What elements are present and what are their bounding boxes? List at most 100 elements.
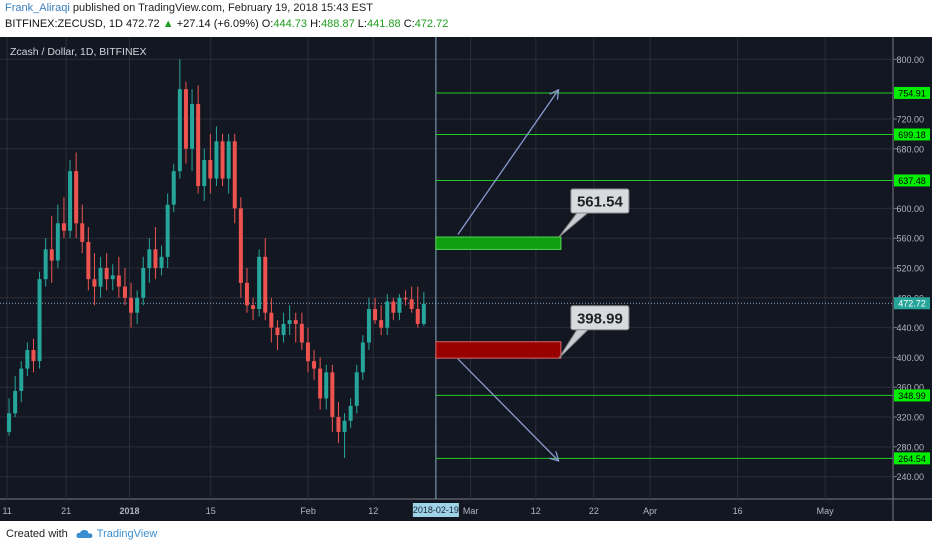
candle-body: [116, 275, 121, 287]
candle-body: [177, 89, 182, 172]
open-value: 444.73: [273, 18, 307, 30]
candle-body: [244, 282, 249, 306]
candle-body: [171, 171, 176, 205]
chart-title: Zcash / Dollar, 1D, BITFINEX: [10, 46, 147, 58]
date-marker-label: 2018-02-19: [413, 505, 459, 515]
candle-body: [214, 141, 219, 179]
candle-body: [86, 241, 91, 280]
level-label-box: [894, 128, 930, 141]
candle-body: [257, 256, 262, 309]
y-tick-label: 400.00: [896, 353, 924, 363]
created-with-text: Created with: [6, 528, 68, 540]
x-tick-label: 2018: [119, 506, 139, 516]
y-tick-label: 440.00: [896, 323, 924, 333]
change-text: +27.14 (+6.09%): [176, 18, 259, 30]
chart-container[interactable]: 800.00720.00680.00600.00560.00520.00480.…: [0, 37, 932, 521]
tradingview-cloud-icon: [76, 529, 93, 539]
y-tick-label: 280.00: [896, 442, 924, 452]
open-label: O:: [261, 18, 274, 30]
candle-body: [415, 308, 420, 324]
candle-body: [98, 268, 103, 287]
last-price: 472.72: [126, 18, 160, 30]
y-tick-label: 720.00: [896, 114, 924, 124]
date-marker-label-box: [412, 503, 459, 517]
level-label: 637.48: [898, 176, 926, 186]
candle-body: [110, 275, 115, 280]
candle-body: [238, 208, 243, 283]
x-tick-label: 21: [61, 506, 71, 516]
candle-body: [43, 249, 48, 280]
x-tick-label: 15: [206, 506, 216, 516]
y-tick-label: 800.00: [896, 55, 924, 65]
tradingview-brand[interactable]: TradingView: [96, 528, 158, 540]
candle-body: [287, 320, 292, 324]
last-price-label: 472.72: [898, 299, 926, 309]
candle-body: [147, 249, 152, 268]
target-down-arrow: [457, 358, 558, 460]
close-value: 472.72: [414, 18, 449, 30]
candle-body: [183, 89, 188, 149]
candle-body: [196, 104, 201, 187]
sell-callout-box: [570, 305, 630, 331]
level-label-box: [894, 86, 930, 99]
candle-body: [324, 372, 329, 399]
x-tick-label: 16: [733, 506, 743, 516]
candle-body: [208, 159, 213, 179]
symbol-info-line: BITFINEX:ZECUSD, 1D 472.72 ▲ +27.14 (+6.…: [5, 18, 448, 30]
candle-body: [68, 171, 73, 231]
publish-line: Frank_Aliraqi published on TradingView.c…: [5, 2, 373, 14]
sell-callout-text: 398.99: [577, 310, 623, 327]
low-label: L:: [357, 18, 367, 30]
sell-zone: [435, 341, 562, 359]
candle-body: [269, 312, 274, 328]
candle-body: [31, 349, 36, 362]
candle-body: [202, 159, 207, 187]
x-tick-label: 12: [531, 506, 541, 516]
candle-body: [348, 405, 353, 421]
level-label: 754.91: [898, 88, 926, 98]
x-tick-label: Mar: [463, 506, 479, 516]
candle-body: [232, 141, 237, 209]
candle-body: [366, 308, 371, 343]
candle-body: [360, 342, 365, 373]
candle-body: [330, 372, 335, 418]
close-label: C:: [403, 18, 415, 30]
candle-body: [293, 320, 298, 324]
level-label-box: [894, 174, 930, 187]
candle-body: [153, 249, 158, 268]
candle-body: [263, 256, 268, 313]
price-chart[interactable]: 800.00720.00680.00600.00560.00520.00480.…: [0, 37, 932, 521]
candle-body: [251, 305, 256, 309]
candle-body: [104, 268, 109, 280]
candle-body: [159, 256, 164, 268]
footer: Created with TradingView: [6, 528, 157, 540]
candle-body: [7, 413, 12, 432]
buy-callout-text: 561.54: [577, 194, 624, 211]
candle-body: [275, 327, 280, 336]
x-tick-label: 12: [368, 506, 378, 516]
candle-body: [122, 286, 127, 298]
buy-callout-box: [570, 188, 630, 214]
candle-body: [220, 141, 225, 179]
candle-body: [305, 342, 310, 362]
high-label: H:: [310, 18, 322, 30]
time-axis-background: [0, 499, 932, 521]
author-link[interactable]: Frank_Aliraqi: [5, 2, 70, 14]
x-tick-label: 11: [2, 506, 11, 516]
candle-body: [55, 223, 60, 261]
y-tick-label: 600.00: [896, 204, 924, 214]
candle-body: [37, 279, 42, 362]
candle-body: [385, 301, 390, 328]
up-triangle-icon: ▲: [162, 18, 174, 30]
target-up-arrow: [457, 91, 558, 235]
price-axis-background: [893, 37, 932, 499]
symbol-line: BITFINEX:ZECUSD, 1D: [5, 18, 123, 30]
level-label: 348.99: [898, 391, 926, 401]
level-label-box: [894, 389, 930, 402]
candle-body: [226, 141, 231, 179]
candle-body: [318, 368, 323, 399]
last-price-label-box: [894, 297, 930, 310]
candle-body: [409, 299, 414, 309]
candle-body: [61, 223, 66, 231]
candle-body: [165, 204, 170, 257]
